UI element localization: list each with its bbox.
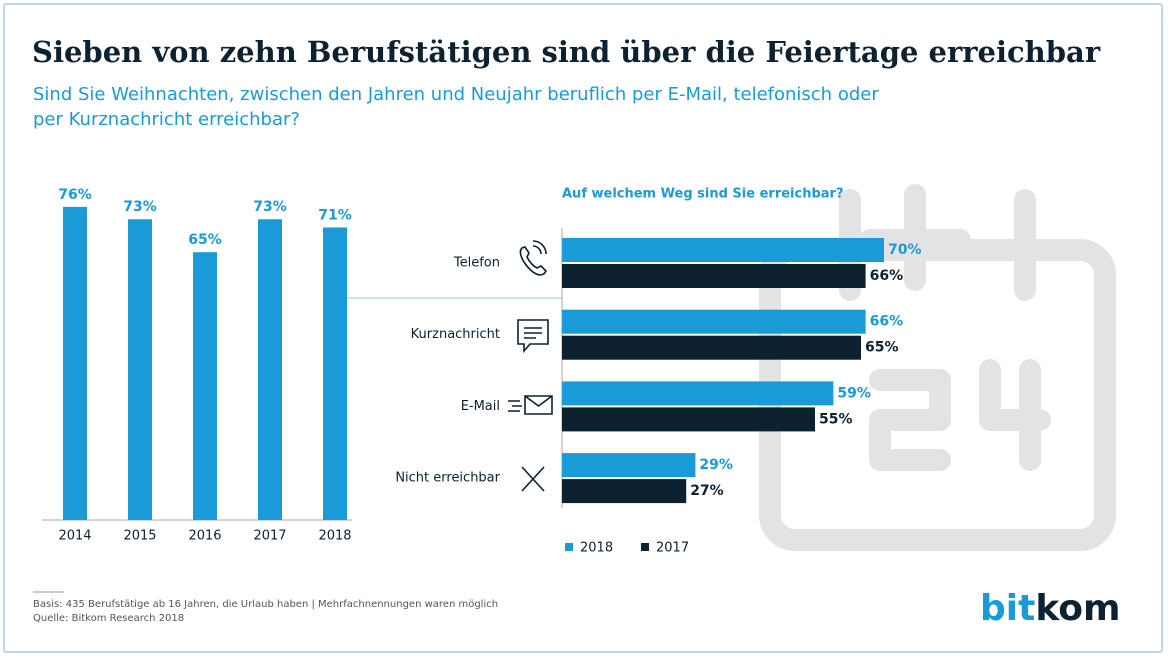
value-label: 55% [819,411,853,427]
bar [128,219,152,521]
value-label: 59% [837,385,871,401]
x-tick-label: 2015 [123,529,156,544]
bar [258,219,282,521]
legend-swatch [565,543,573,551]
logo-part: bit [980,588,1035,629]
subtitle: per Kurznachricht erreichbar? [33,109,300,130]
bar [63,206,87,520]
category-label: E-Mail [461,399,500,414]
bar [562,407,815,432]
bar [562,453,696,478]
bar [562,335,861,360]
value-label: 73% [123,199,157,215]
legend-swatch [641,543,649,551]
value-label: 27% [690,483,724,499]
value-label: 65% [865,340,899,356]
bar [562,309,866,334]
category-label: Kurznachricht [411,327,500,342]
x-tick-label: 2016 [188,529,221,544]
bar [323,227,347,521]
bar [193,252,217,520]
note: Basis: 435 Berufstätige ab 16 Jahren, di… [33,599,498,610]
value-label: 66% [870,314,904,330]
category-label: Nicht erreichbar [395,471,500,486]
category-label: Telefon [453,256,500,271]
note: Quelle: Bitkom Research 2018 [33,613,184,624]
legend-label: 2018 [580,541,613,556]
bar [562,479,687,504]
logo-part: kom [1035,588,1120,629]
x-tick-label: 2018 [318,529,351,544]
x-tick-label: 2017 [253,529,286,544]
value-label: 70% [888,242,922,258]
bar [562,381,834,406]
value-label: 73% [253,199,287,215]
chart-title: Auf welchem Weg sind Sie erreichbar? [562,187,844,202]
value-label: 65% [188,232,222,248]
logo: bitkom [980,588,1121,629]
title: Sieben von zehn Berufstätigen sind über … [32,35,1101,69]
bar [562,264,866,288]
x-tick-label: 2014 [58,529,91,544]
subtitle: Sind Sie Weihnachten, zwischen den Jahre… [33,84,879,105]
value-label: 29% [699,457,733,473]
value-label: 76% [58,187,92,203]
value-label: 66% [870,268,904,284]
bar [562,238,884,262]
legend-label: 2017 [656,541,689,556]
icons [508,240,553,492]
value-label: 71% [318,207,352,223]
